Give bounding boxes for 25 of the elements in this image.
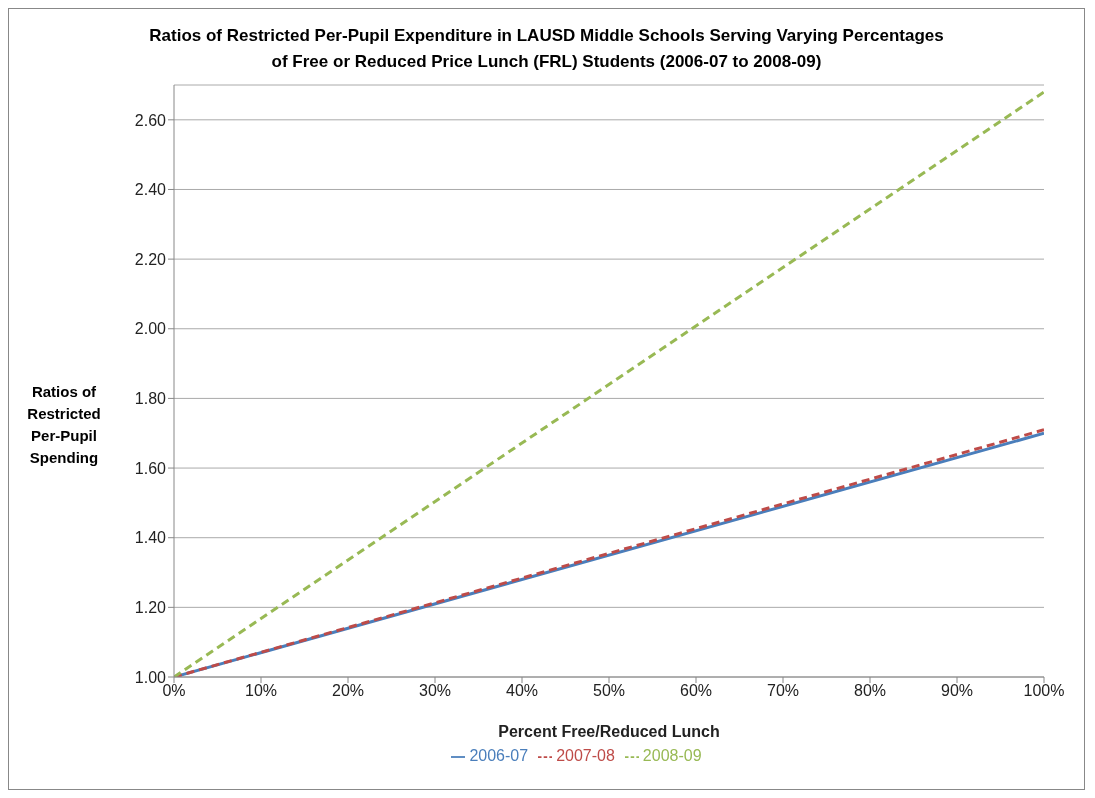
x-tick-label: 70% bbox=[766, 682, 800, 700]
chart-title: Ratios of Restricted Per-Pupil Expenditure in LAUSD Middle Schools Serving Varying Percentages of Free or Reduced Price Lunch (FRL) Students (2006-07 to 2008-09) bbox=[148, 25, 945, 73]
y-tick-label: 1.80 bbox=[134, 390, 167, 408]
y-tick-label: 1.20 bbox=[134, 599, 167, 617]
x-tick-label: 30% bbox=[418, 682, 452, 700]
x-tick-label: 100% bbox=[1023, 682, 1065, 700]
x-tick-label: 20% bbox=[331, 682, 365, 700]
x-tick-label: 90% bbox=[940, 682, 974, 700]
y-tick-label: 1.40 bbox=[134, 529, 167, 547]
y-tick-label: 2.40 bbox=[134, 181, 167, 199]
y-axis-title: Ratios of Restricted Per-Pupil Spending bbox=[26, 382, 102, 468]
legend-label: 2008-09 bbox=[642, 747, 702, 764]
x-tick-label: 10% bbox=[244, 682, 278, 700]
y-tick-label: 1.60 bbox=[134, 459, 167, 477]
y-tick-label: 2.00 bbox=[134, 320, 167, 338]
legend-label: 2007-08 bbox=[556, 747, 615, 764]
legend-label: 2006-07 bbox=[469, 747, 529, 764]
x-tick-label: 0% bbox=[162, 682, 186, 700]
x-axis-title: Percent Free/Reduced Lunch bbox=[498, 723, 720, 740]
x-tick-label: 80% bbox=[853, 682, 887, 700]
x-tick-label: 60% bbox=[679, 682, 713, 700]
y-tick-label: 2.60 bbox=[134, 111, 167, 129]
y-tick-label: 2.20 bbox=[134, 250, 167, 268]
x-tick-label: 40% bbox=[505, 682, 539, 700]
x-tick-label: 50% bbox=[592, 682, 626, 700]
